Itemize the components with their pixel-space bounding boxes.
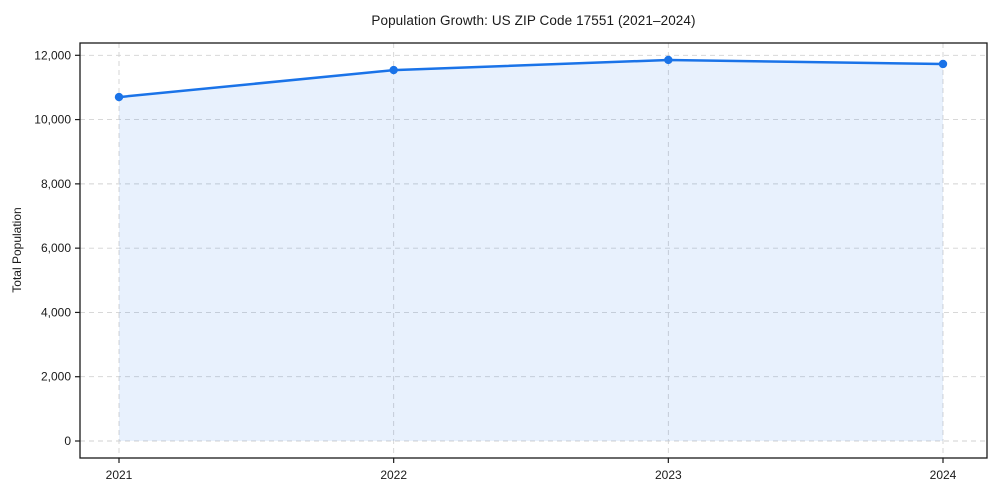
y-tick-label: 12,000 — [34, 48, 71, 62]
plot-border — [79, 42, 988, 459]
data-point — [664, 55, 673, 65]
data-line — [117, 58, 945, 99]
x-tick-label: 2023 — [655, 468, 682, 482]
data-point — [389, 65, 398, 75]
x-tick-label: 2024 — [930, 468, 957, 482]
y-tick-label: 8,000 — [41, 177, 71, 191]
y-tick-label: 6,000 — [41, 241, 71, 255]
y-tick-label: 2,000 — [41, 370, 71, 384]
y-tick-label: 10,000 — [34, 113, 71, 127]
data-point — [114, 92, 124, 102]
x-tick-label: 2022 — [380, 468, 407, 482]
y-tick-label: 0 — [64, 434, 71, 448]
area-fill — [119, 59, 943, 441]
chart-title: Population Growth: US ZIP Code 17551 (20… — [371, 13, 696, 28]
y-tick-label: 4,000 — [41, 305, 71, 319]
data-point — [938, 59, 948, 69]
x-tick-label: 2021 — [106, 468, 133, 482]
